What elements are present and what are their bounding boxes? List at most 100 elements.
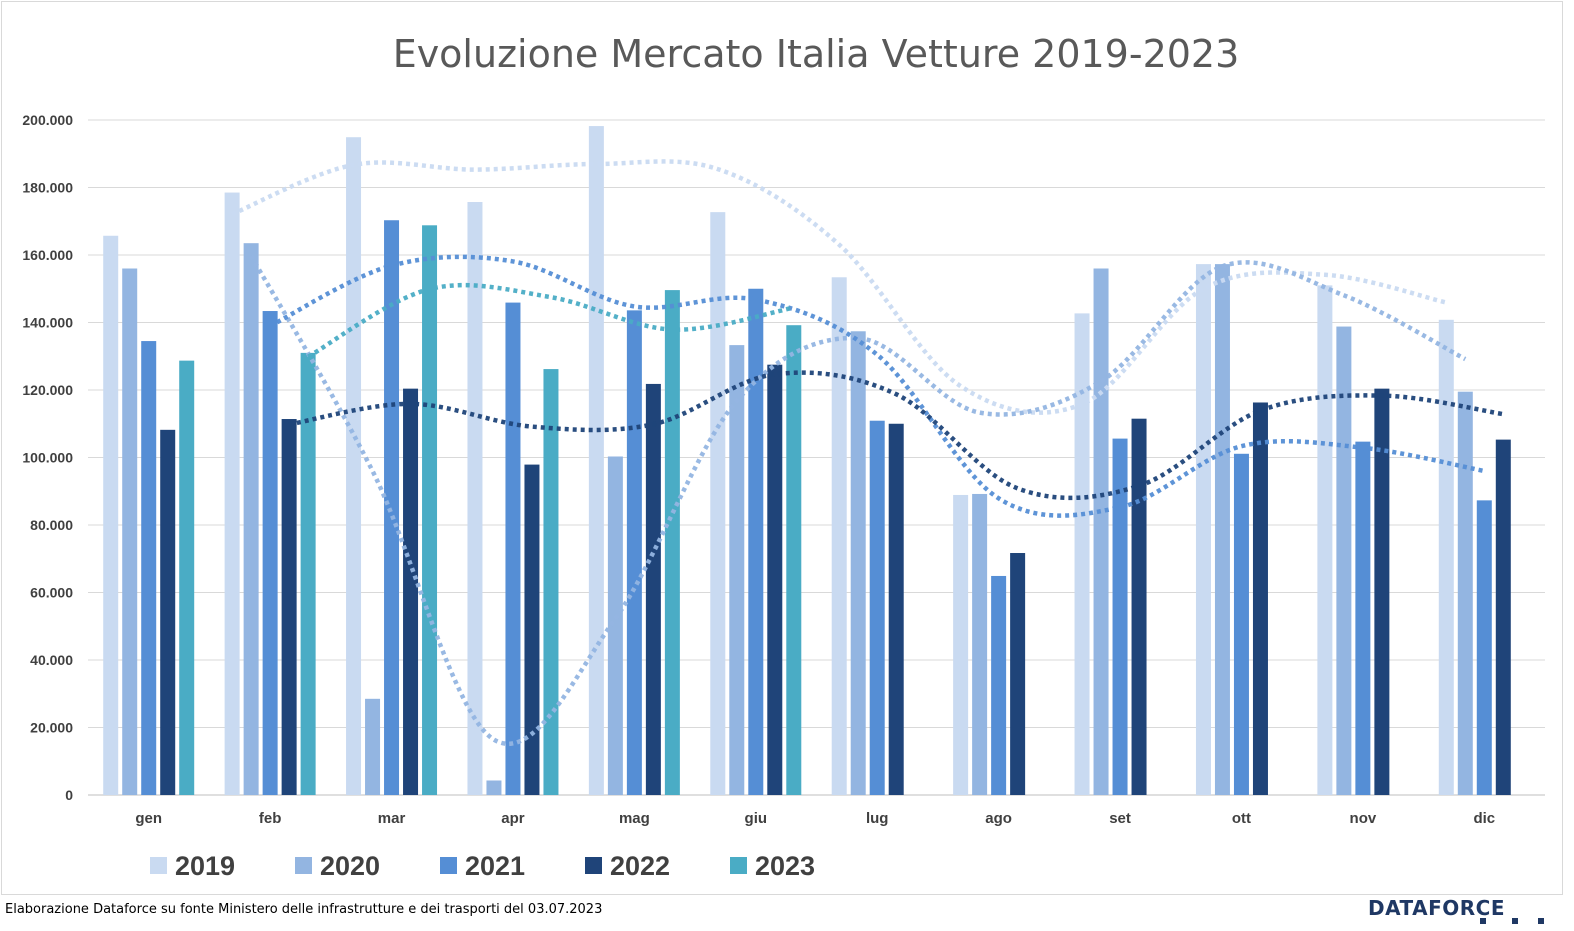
bar-2022-lug xyxy=(888,423,904,795)
legend-item-2019[interactable]: 2019 xyxy=(150,851,235,881)
source-note: Elaborazione Dataforce su fonte Minister… xyxy=(5,902,603,917)
x-tick-label-dic: dic xyxy=(1473,810,1495,827)
bar-2019-ott xyxy=(1195,264,1211,795)
bar-2021-gen xyxy=(141,341,157,795)
y-tick-label: 100.000 xyxy=(22,450,73,466)
legend-swatch xyxy=(295,857,312,874)
bar-2021-ago xyxy=(991,575,1007,795)
y-tick-label: 200.000 xyxy=(22,112,73,128)
bar-2020-ago xyxy=(972,493,988,795)
bar-2019-mar xyxy=(346,137,362,795)
y-tick-label: 60.000 xyxy=(30,585,73,601)
bars xyxy=(103,126,1511,796)
bar-2021-mar xyxy=(384,220,400,796)
x-tick-label-apr: apr xyxy=(501,810,525,827)
gridlines xyxy=(88,119,1545,796)
legend-item-2021[interactable]: 2021 xyxy=(440,851,525,881)
bar-2022-nov xyxy=(1374,388,1390,795)
bar-2020-apr xyxy=(486,780,502,795)
trendlines xyxy=(231,159,1504,747)
x-tick-label-ago: ago xyxy=(985,810,1012,827)
legend-swatch xyxy=(440,857,457,874)
logo-dots xyxy=(1368,918,1568,926)
bar-2023-mag xyxy=(664,290,680,795)
y-tick-label: 20.000 xyxy=(30,720,73,736)
legend-swatch xyxy=(730,857,747,874)
bar-2020-lug xyxy=(850,331,866,795)
y-tick-label: 180.000 xyxy=(22,180,73,196)
y-tick-label: 140.000 xyxy=(22,315,73,331)
bar-2020-dic xyxy=(1457,391,1473,795)
bar-2022-feb xyxy=(281,419,297,795)
bar-2019-lug xyxy=(831,277,847,795)
x-tick-label-mar: mar xyxy=(378,810,406,827)
bar-2020-mag xyxy=(607,456,623,795)
y-tick-label: 80.000 xyxy=(30,517,73,533)
bar-2020-mar xyxy=(365,698,381,795)
bar-2021-ott xyxy=(1233,453,1249,795)
bar-2023-mar xyxy=(422,225,438,796)
bar-2021-set xyxy=(1112,438,1128,795)
bar-2020-gen xyxy=(122,268,138,795)
x-tick-label-giu: giu xyxy=(745,810,768,827)
trendline-2019 xyxy=(231,159,1447,415)
y-tick-label: 0 xyxy=(65,787,73,803)
bar-2020-feb xyxy=(243,243,259,795)
bar-2019-mag xyxy=(588,126,604,795)
legend-swatch xyxy=(585,857,602,874)
bar-2022-apr xyxy=(524,464,540,795)
bar-2023-feb xyxy=(300,352,316,795)
chart-title: Evoluzione Mercato Italia Vetture 2019-2… xyxy=(393,32,1240,76)
bar-2020-giu xyxy=(729,345,745,795)
bar-2022-giu xyxy=(767,364,783,795)
bar-2019-ago xyxy=(953,494,969,795)
bar-2021-lug xyxy=(869,420,885,795)
brand-name: DATAFORCE xyxy=(1368,896,1505,920)
bar-2019-feb xyxy=(224,192,240,795)
legend-label: 2021 xyxy=(465,851,525,881)
legend[interactable]: 2019 2020 2021 2022 2023 xyxy=(150,851,815,881)
bar-2023-giu xyxy=(786,325,802,795)
bar-2019-giu xyxy=(710,212,726,795)
legend-item-2023[interactable]: 2023 xyxy=(730,851,815,881)
x-axis-ticks: gen feb mar apr mag giu lug ago set ott nov dic xyxy=(135,810,1495,827)
bar-2021-nov xyxy=(1355,441,1371,795)
y-tick-label: 120.000 xyxy=(22,382,73,398)
x-tick-label-mag: mag xyxy=(619,810,650,827)
legend-item-2020[interactable]: 2020 xyxy=(295,851,380,881)
bar-2022-set xyxy=(1131,418,1147,795)
x-tick-label-feb: feb xyxy=(259,810,282,827)
legend-label: 2020 xyxy=(320,851,380,881)
x-tick-label-gen: gen xyxy=(135,810,162,827)
bar-2019-apr xyxy=(467,202,483,795)
bar-2022-gen xyxy=(160,429,176,795)
bar-2020-set xyxy=(1093,268,1109,795)
y-tick-label: 160.000 xyxy=(22,247,73,263)
x-tick-label-nov: nov xyxy=(1350,810,1377,827)
bar-2022-dic xyxy=(1495,439,1511,795)
y-tick-label: 40.000 xyxy=(30,652,73,668)
legend-swatch xyxy=(150,857,167,874)
x-tick-label-set: set xyxy=(1109,810,1131,827)
bar-2021-feb xyxy=(262,311,278,795)
bar-2021-mag xyxy=(626,310,642,795)
bar-2022-ago xyxy=(1010,553,1026,795)
dataforce-logo[interactable]: DATAFORCE xyxy=(1368,896,1544,926)
bar-2020-ott xyxy=(1214,264,1230,795)
bar-2019-dic xyxy=(1438,319,1454,795)
bar-2019-gen xyxy=(103,235,119,795)
trendline-2020 xyxy=(249,254,1467,747)
bar-2019-nov xyxy=(1317,285,1333,795)
x-tick-label-lug: lug xyxy=(866,810,889,827)
legend-label: 2022 xyxy=(610,851,670,881)
bar-2022-ott xyxy=(1252,402,1268,795)
y-axis-ticks: 0 20.000 40.000 60.000 80.000 100.000 120.000 1… xyxy=(22,112,73,803)
bar-chart: Evoluzione Mercato Italia Vetture 2019-2… xyxy=(22,32,1545,881)
bar-2023-apr xyxy=(543,369,559,795)
legend-item-2022[interactable]: 2022 xyxy=(585,851,670,881)
chart-area-border xyxy=(1,1,1563,895)
legend-label: 2023 xyxy=(755,851,815,881)
bar-2022-mar xyxy=(403,388,419,795)
x-tick-label-ott: ott xyxy=(1232,810,1251,827)
